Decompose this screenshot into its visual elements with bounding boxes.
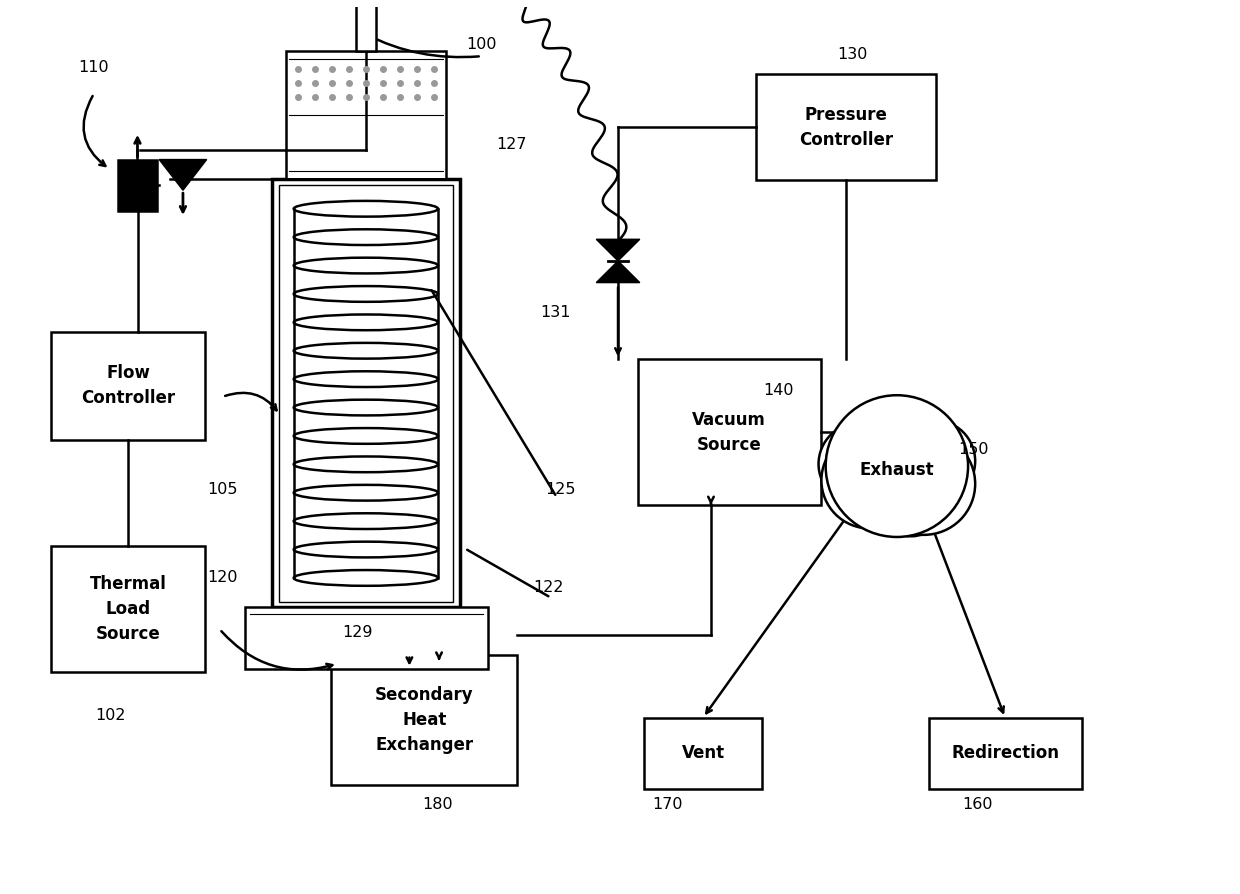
- Text: 120: 120: [207, 570, 238, 586]
- Text: 180: 180: [422, 797, 453, 812]
- Polygon shape: [596, 261, 640, 283]
- Circle shape: [873, 433, 975, 535]
- Text: 129: 129: [342, 625, 373, 639]
- Text: Vacuum
Source: Vacuum Source: [692, 410, 766, 454]
- Text: Secondary
Heat
Exchanger: Secondary Heat Exchanger: [374, 686, 474, 754]
- Text: 131: 131: [541, 305, 570, 320]
- FancyBboxPatch shape: [51, 332, 205, 440]
- Text: Redirection: Redirection: [951, 744, 1059, 763]
- FancyBboxPatch shape: [118, 159, 157, 211]
- FancyBboxPatch shape: [246, 607, 487, 669]
- Circle shape: [908, 453, 972, 517]
- FancyBboxPatch shape: [51, 546, 205, 672]
- Text: 140: 140: [763, 384, 794, 399]
- Circle shape: [821, 432, 919, 528]
- Circle shape: [826, 395, 968, 537]
- Polygon shape: [159, 159, 207, 190]
- Text: Exhaust: Exhaust: [859, 460, 934, 478]
- Circle shape: [874, 462, 949, 536]
- Circle shape: [822, 451, 887, 514]
- FancyBboxPatch shape: [637, 359, 821, 505]
- Text: 170: 170: [652, 797, 683, 812]
- FancyBboxPatch shape: [756, 74, 936, 181]
- Polygon shape: [596, 240, 640, 261]
- Text: Pressure
Controller: Pressure Controller: [800, 105, 894, 148]
- Text: 100: 100: [466, 37, 497, 52]
- Text: 127: 127: [496, 138, 527, 152]
- Text: 122: 122: [533, 580, 564, 595]
- Text: 130: 130: [837, 46, 868, 62]
- Text: 105: 105: [207, 482, 238, 497]
- Circle shape: [846, 460, 920, 534]
- FancyBboxPatch shape: [356, 0, 376, 51]
- FancyBboxPatch shape: [929, 718, 1081, 789]
- FancyBboxPatch shape: [285, 51, 446, 179]
- Circle shape: [893, 420, 975, 502]
- Text: 110: 110: [78, 61, 109, 75]
- Text: Flow
Controller: Flow Controller: [81, 365, 175, 408]
- Circle shape: [851, 401, 944, 493]
- FancyBboxPatch shape: [279, 185, 453, 602]
- Text: 160: 160: [962, 797, 993, 812]
- Text: 150: 150: [959, 443, 990, 458]
- Text: Thermal
Load
Source: Thermal Load Source: [89, 576, 166, 644]
- FancyBboxPatch shape: [272, 179, 460, 607]
- Text: 125: 125: [546, 482, 575, 497]
- FancyBboxPatch shape: [644, 718, 763, 789]
- FancyBboxPatch shape: [331, 654, 517, 785]
- Text: Vent: Vent: [682, 744, 724, 763]
- Circle shape: [818, 423, 901, 505]
- Text: 102: 102: [95, 708, 126, 723]
